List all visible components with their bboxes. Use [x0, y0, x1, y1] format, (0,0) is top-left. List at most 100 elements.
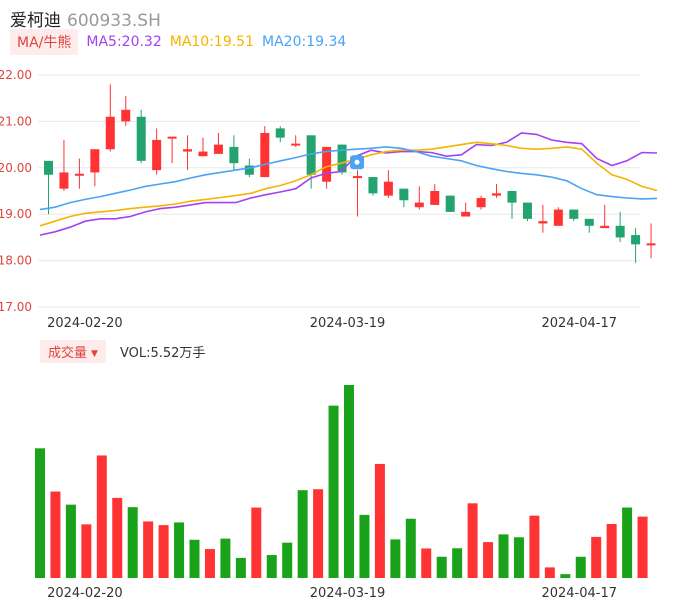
volume-toggle-button[interactable]: 成交量 ▼ [40, 339, 106, 363]
candle [44, 160, 53, 215]
volume-bar [575, 556, 586, 578]
volume-bar [452, 548, 463, 578]
candle-body [275, 128, 285, 138]
candle [476, 195, 486, 210]
volume-bar [189, 539, 200, 578]
candle-body [136, 116, 146, 161]
candle [492, 184, 502, 198]
y-tick-label: 19.00 [0, 207, 32, 221]
candle [569, 209, 579, 222]
candle-body [59, 172, 69, 189]
candle [399, 188, 409, 208]
candle-body [615, 225, 625, 238]
marker-dot [354, 159, 360, 165]
ma-line-ma10 [39, 141, 658, 227]
candle-body [492, 193, 502, 196]
ma-line-ma20 [39, 146, 658, 211]
candle [105, 84, 115, 152]
volume-bar [297, 490, 308, 578]
ma10-legend: MA10:19.51 [169, 34, 255, 50]
volume-bar [467, 503, 478, 578]
ma-toggle-button[interactable]: MA/牛熊 [10, 29, 79, 55]
candle-body [322, 146, 332, 182]
candle [275, 126, 285, 143]
candle [615, 211, 625, 243]
candle [90, 149, 100, 187]
candle [183, 135, 193, 171]
volume-bar [513, 537, 524, 578]
candle [600, 204, 610, 229]
price-marker-icon [350, 155, 365, 170]
volume-bar [143, 521, 154, 578]
x-tick-label: 2024-02-20 [47, 316, 123, 331]
candle [631, 228, 641, 263]
candle [59, 139, 69, 191]
volume-bar [591, 536, 602, 578]
volume-value: VOL:5.52万手 [119, 345, 206, 361]
x-tick-label: 2024-03-19 [310, 586, 386, 601]
volume-bar [158, 525, 169, 578]
volume-bar [174, 522, 185, 578]
candle-body [152, 139, 162, 171]
stock-header: 爱柯迪 600933.SH [10, 6, 161, 31]
dropdown-arrow-icon: ▼ [91, 348, 98, 359]
volume-bar [622, 507, 633, 578]
candle [198, 137, 208, 157]
volume-bar [204, 549, 215, 578]
volume-date-axis: 2024-02-20 2024-03-19 2024-04-17 [47, 586, 617, 601]
candle [383, 170, 393, 198]
volume-bar [374, 463, 385, 578]
volume-bar [220, 538, 231, 578]
y-tick-label: 21.00 [0, 114, 32, 128]
candle-body [507, 191, 517, 203]
y-tick-label: 20.00 [0, 161, 32, 175]
volume-bar [637, 516, 648, 578]
candle [229, 135, 239, 171]
volume-bar [50, 491, 61, 578]
volume-bar [266, 555, 277, 578]
candle-body [198, 151, 208, 157]
volume-bar [436, 556, 447, 578]
candle-body [121, 109, 131, 122]
candle [522, 202, 532, 222]
candle [291, 135, 301, 147]
volume-bar [81, 524, 92, 578]
volume-bar [35, 448, 45, 578]
candle-body [183, 149, 193, 152]
ma5-legend: MA5:20.32 [86, 34, 162, 50]
candle-body [538, 221, 548, 224]
candle [414, 186, 424, 210]
candle [461, 202, 471, 217]
candle-body [383, 181, 393, 196]
y-tick-label: 18.00 [0, 254, 32, 268]
candle-body [105, 116, 115, 150]
candle [152, 128, 162, 175]
candle-body [229, 146, 239, 164]
candle-body [291, 143, 301, 146]
volume-bar [483, 542, 494, 578]
candle [646, 223, 656, 259]
candle-body [600, 225, 610, 229]
candle [430, 184, 440, 205]
candle-body [569, 209, 579, 219]
volume-bar [606, 523, 617, 578]
candle [584, 218, 594, 233]
x-tick-label: 2024-02-20 [47, 586, 123, 601]
candle-body [631, 235, 641, 245]
volume-bar [96, 455, 107, 578]
y-tick-label: 17.00 [0, 300, 32, 314]
candle-body [646, 243, 656, 246]
ma-legend-bar: MA/牛熊 MA5:20.32 MA10:19.51 MA20:19.34 [10, 29, 346, 55]
volume-bar [65, 504, 76, 578]
candle [121, 95, 131, 127]
volume-bar [560, 574, 571, 578]
candle-body [167, 136, 177, 139]
candle-body [399, 188, 409, 201]
ma-line-ma5 [39, 132, 658, 236]
candle [322, 146, 332, 189]
candle [260, 126, 270, 178]
candle [507, 191, 517, 219]
volume-bar [235, 557, 246, 578]
volume-bar [544, 567, 555, 578]
